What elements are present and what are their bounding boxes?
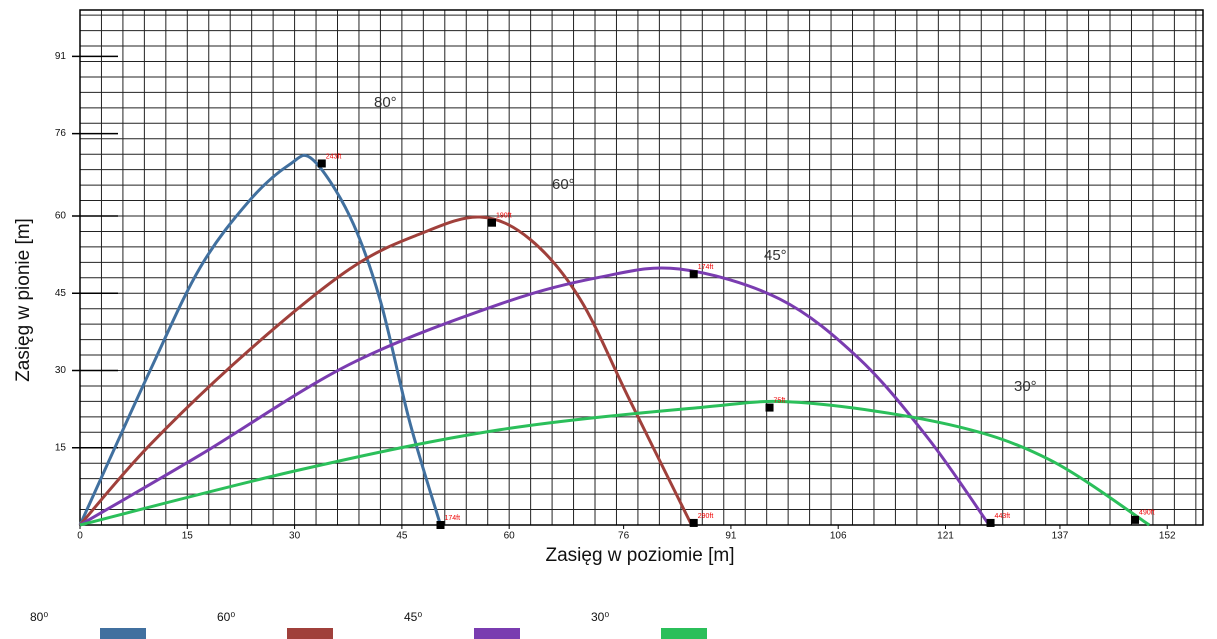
marker-label: 174ft [698,264,714,271]
marker-label: 490ft [1139,510,1155,517]
marker-label: 243ft [326,153,342,160]
trajectory [79,266,991,527]
marker [317,159,326,168]
y-axis-title: Zasięg w pionie [m] [13,218,34,382]
y-tick-label: 30 [55,365,67,376]
trajectory [78,215,693,526]
legend-label: 30⁰ [591,610,609,624]
x-tick-label: 0 [77,531,83,542]
x-tick-label: 60 [504,531,516,542]
angle-annotation: 60° [552,176,575,193]
trajectory [78,153,442,526]
marker-label: 75ft [774,397,786,404]
x-tick-label: 30 [289,531,301,542]
marker [986,518,995,527]
legend-swatch [287,628,333,639]
legend-label: 60⁰ [217,610,235,624]
x-tick-label: 76 [618,531,630,542]
x-tick-label: 137 [1052,531,1069,542]
legend-swatch [100,628,146,639]
legend-label: 80⁰ [30,610,48,624]
plot-frame [79,9,1204,526]
x-tick-label: 91 [725,531,737,542]
x-tick-label: 15 [182,531,194,542]
x-axis-title: Zasięg w poziomie [m] [545,545,734,566]
y-tick-label: 76 [55,128,67,139]
marker-label: 174ft [445,515,461,522]
marker [436,521,445,529]
angle-annotation: 45° [764,247,787,264]
marker-label: 290ft [698,513,714,520]
angle-annotation: 80° [374,94,397,111]
marker [689,518,698,527]
x-tick-label: 152 [1159,531,1176,542]
y-tick-label: 91 [55,51,67,62]
angle-annotation: 30° [1014,378,1037,395]
y-tick-label: 60 [55,211,67,222]
x-tick-label: 121 [937,531,954,542]
y-tick-label: 15 [55,442,67,453]
marker [689,270,698,279]
y-tick-label: 45 [55,288,67,299]
x-tick-label: 45 [396,531,408,542]
legend-label: 45⁰ [404,610,422,624]
legend-swatch [661,628,707,639]
marker [488,218,497,227]
legend-swatch [474,628,520,639]
x-tick-label: 106 [830,531,847,542]
marker-label: 190ft [496,213,512,220]
marker [1131,515,1140,524]
trajectory [79,399,1151,527]
marker [765,403,774,412]
marker-label: 443ft [995,513,1011,520]
